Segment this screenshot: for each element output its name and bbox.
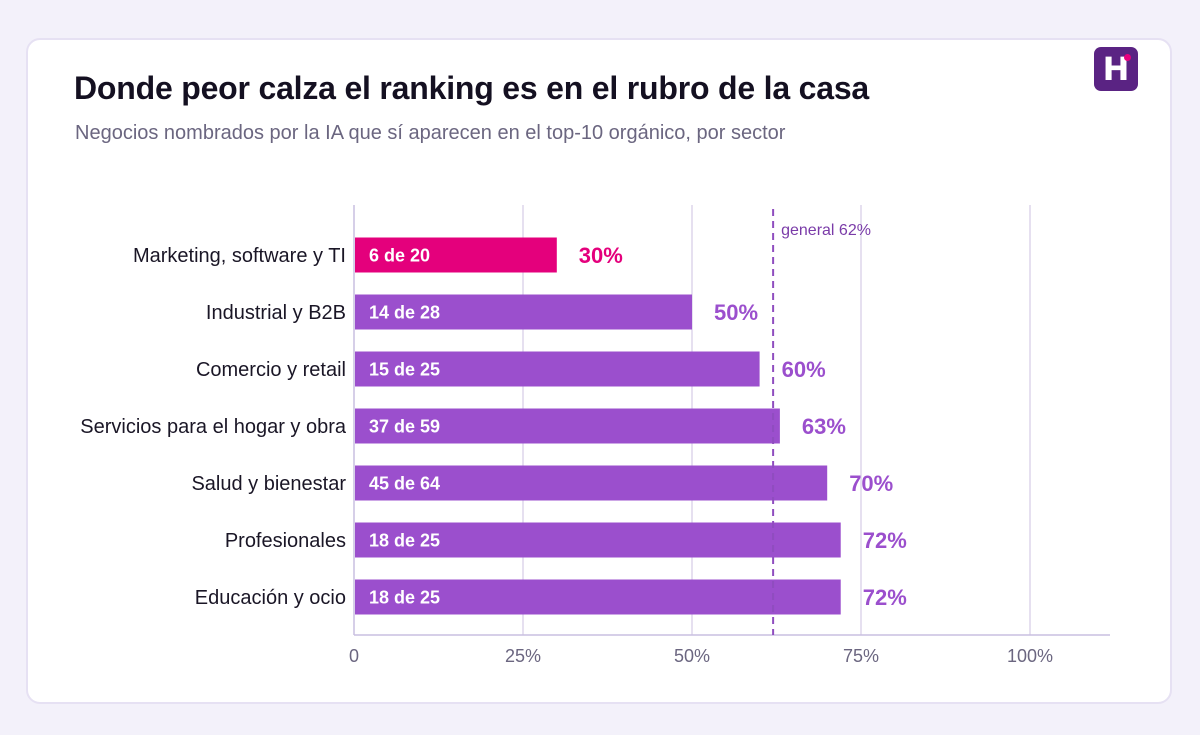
bar-count-label: 37 de 59 — [369, 417, 440, 437]
bar-count-label: 18 de 25 — [369, 531, 440, 551]
x-tick-label: 0 — [349, 646, 359, 666]
bar — [355, 408, 780, 444]
bar-value-label: 30% — [579, 243, 623, 268]
brand-h-logo-icon: H — [1094, 47, 1138, 91]
bar-count-label: 45 de 64 — [369, 474, 440, 494]
category-label: Comercio y retail — [196, 359, 346, 381]
x-tick-label: 50% — [674, 646, 710, 666]
bar — [355, 465, 828, 501]
bar — [355, 237, 557, 273]
x-tick-label: 100% — [1007, 646, 1053, 666]
x-tick-label: 75% — [843, 646, 879, 666]
category-label: Servicios para el hogar y obra — [80, 416, 347, 438]
bar-count-label: 6 de 20 — [369, 246, 430, 266]
chart-subtitle: Negocios nombrados por la IA que sí apar… — [75, 122, 786, 144]
category-label: Profesionales — [225, 530, 346, 552]
bar-count-label: 18 de 25 — [369, 588, 440, 608]
bar-value-label: 50% — [714, 300, 758, 325]
bar-count-label: 15 de 25 — [369, 360, 440, 380]
x-tick-label: 25% — [505, 646, 541, 666]
chart-title: Donde peor calza el ranking es en el rub… — [74, 70, 870, 106]
bar-count-label: 14 de 28 — [369, 303, 440, 323]
bar-value-label: 72% — [863, 585, 907, 610]
logo-dot — [1124, 54, 1131, 61]
reference-line-label: general 62% — [781, 222, 871, 239]
bar — [355, 522, 841, 558]
category-label: Industrial y B2B — [206, 302, 346, 324]
bar-value-label: 72% — [863, 528, 907, 553]
bar-value-label: 70% — [849, 471, 893, 496]
category-label: Salud y bienestar — [191, 473, 346, 495]
bar — [355, 351, 760, 387]
bar — [355, 579, 841, 615]
bar-value-label: 63% — [802, 414, 846, 439]
bar — [355, 294, 692, 330]
bar-value-label: 60% — [782, 357, 826, 382]
category-label: Marketing, software y TI — [133, 245, 346, 267]
category-label: Educación y ocio — [195, 587, 346, 609]
